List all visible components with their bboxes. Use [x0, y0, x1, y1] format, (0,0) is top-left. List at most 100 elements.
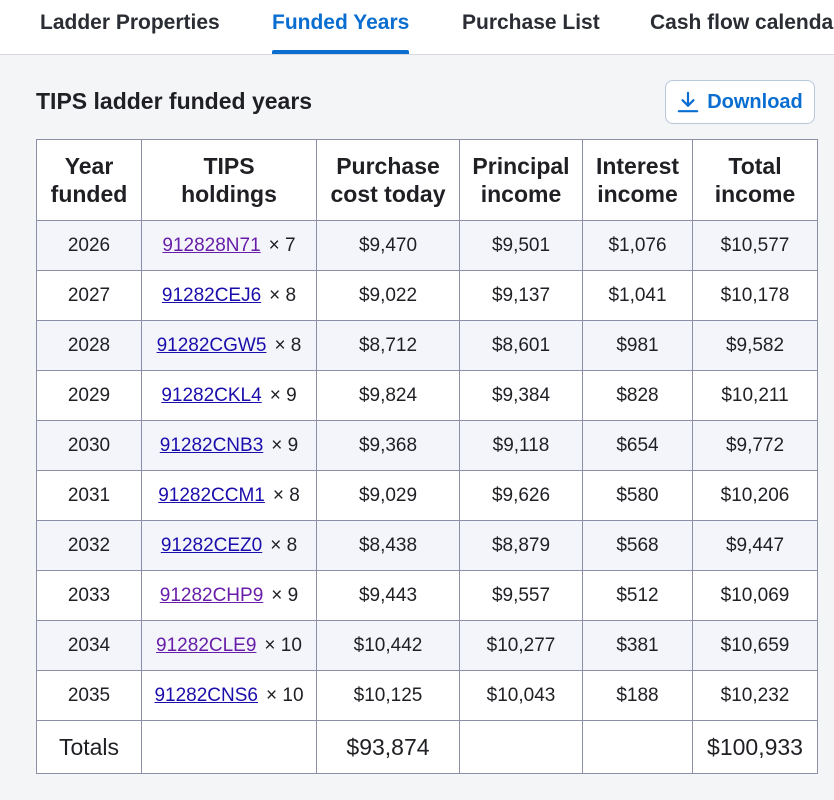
table-row: 2028 91282CGW5 × 8 $8,712 $8,601 $981 $9,… — [36, 320, 818, 371]
tab-bar: Ladder Properties Funded Years Purchase … — [0, 0, 834, 55]
quantity: × 8 — [269, 284, 297, 306]
year-cell: 2032 — [36, 520, 142, 571]
year-cell: 2027 — [36, 270, 142, 321]
interest-cell: $512 — [582, 570, 693, 621]
principal-cell: $8,879 — [459, 520, 583, 571]
tab-cash-flow-calendar[interactable]: Cash flow calendar — [650, 11, 834, 34]
holdings-cell: 91282CLE9 × 10 — [141, 620, 317, 671]
header-year-funded: Year funded — [36, 139, 142, 221]
totals-row: Totals $93,874 $100,933 — [36, 720, 818, 774]
cost-cell: $10,442 — [316, 620, 460, 671]
funded-years-table: Year funded TIPS holdings Purchase cost … — [36, 139, 818, 774]
section-title: TIPS ladder funded years — [36, 88, 313, 114]
interest-cell: $654 — [582, 420, 693, 471]
cusip-link[interactable]: 91282CHP9 — [159, 584, 264, 606]
cost-cell: $8,438 — [316, 520, 460, 571]
principal-cell: $10,277 — [459, 620, 583, 671]
quantity: × 9 — [271, 584, 299, 606]
holdings-cell: 91282CNB3 × 9 — [141, 420, 317, 471]
quantity: × 8 — [274, 334, 302, 356]
cost-cell: $8,712 — [316, 320, 460, 371]
total-cell: $10,206 — [692, 470, 818, 521]
quantity: × 8 — [270, 534, 298, 556]
cusip-link[interactable]: 91282CNS6 — [154, 684, 258, 706]
total-cell: $9,772 — [692, 420, 818, 471]
interest-cell: $568 — [582, 520, 693, 571]
holdings-cell: 91282CEZ0 × 8 — [141, 520, 317, 571]
cost-cell: $9,368 — [316, 420, 460, 471]
quantity: × 9 — [269, 384, 297, 406]
principal-cell: $9,501 — [459, 220, 583, 271]
header-purchase-cost: Purchase cost today — [316, 139, 460, 221]
tab-purchase-list[interactable]: Purchase List — [462, 11, 600, 34]
cost-cell: $9,470 — [316, 220, 460, 271]
cusip-link[interactable]: 91282CNB3 — [159, 434, 264, 456]
table-row: 2035 91282CNS6 × 10 $10,125 $10,043 $188 … — [36, 670, 818, 721]
cusip-link[interactable]: 91282CEJ6 — [161, 284, 262, 306]
quantity: × 9 — [271, 434, 299, 456]
cusip-link[interactable]: 91282CEZ0 — [160, 534, 263, 556]
download-icon — [677, 91, 699, 113]
holdings-cell: 91282CHP9 × 9 — [141, 570, 317, 621]
interest-cell: $1,076 — [582, 220, 693, 271]
cusip-link[interactable]: 91282CKL4 — [161, 384, 262, 406]
cusip-link[interactable]: 91282CGW5 — [156, 334, 267, 356]
table-header-row: Year funded TIPS holdings Purchase cost … — [36, 139, 818, 221]
year-cell: 2026 — [36, 220, 142, 271]
year-cell: 2031 — [36, 470, 142, 521]
table-row: 2034 91282CLE9 × 10 $10,442 $10,277 $381 … — [36, 620, 818, 671]
tab-ladder-properties[interactable]: Ladder Properties — [40, 11, 220, 34]
holdings-cell: 91282CEJ6 × 8 — [141, 270, 317, 321]
header-principal-income: Principal income — [459, 139, 583, 221]
totals-holdings-cell — [141, 720, 317, 774]
table-row: 2027 91282CEJ6 × 8 $9,022 $9,137 $1,041 $… — [36, 270, 818, 321]
holdings-cell: 91282CGW5 × 8 — [141, 320, 317, 371]
year-cell: 2029 — [36, 370, 142, 421]
cusip-link[interactable]: 91282CLE9 — [156, 634, 257, 656]
interest-cell: $1,041 — [582, 270, 693, 321]
totals-income: $100,933 — [692, 720, 818, 774]
year-cell: 2035 — [36, 670, 142, 721]
cusip-link[interactable]: 912828N71 — [162, 234, 261, 256]
tab-funded-years[interactable]: Funded Years — [272, 0, 410, 54]
total-cell: $9,582 — [692, 320, 818, 371]
quantity: × 10 — [264, 634, 302, 656]
table-row: 2026 912828N71 × 7 $9,470 $9,501 $1,076 $… — [36, 220, 818, 271]
download-button[interactable]: Download — [665, 80, 815, 124]
total-cell: $10,211 — [692, 370, 818, 421]
header-interest-income: Interest income — [582, 139, 693, 221]
totals-cost: $93,874 — [316, 720, 460, 774]
principal-cell: $9,626 — [459, 470, 583, 521]
quantity: × 10 — [266, 684, 304, 706]
cost-cell: $10,125 — [316, 670, 460, 721]
principal-cell: $10,043 — [459, 670, 583, 721]
total-cell: $10,577 — [692, 220, 818, 271]
header-tips-holdings: TIPS holdings — [141, 139, 317, 221]
principal-cell: $9,384 — [459, 370, 583, 421]
holdings-cell: 912828N71 × 7 — [141, 220, 317, 271]
total-cell: $10,069 — [692, 570, 818, 621]
cost-cell: $9,022 — [316, 270, 460, 321]
principal-cell: $9,557 — [459, 570, 583, 621]
totals-label: Totals — [36, 720, 142, 774]
interest-cell: $981 — [582, 320, 693, 371]
table-row: 2030 91282CNB3 × 9 $9,368 $9,118 $654 $9,… — [36, 420, 818, 471]
total-cell: $10,659 — [692, 620, 818, 671]
total-cell: $10,178 — [692, 270, 818, 321]
cusip-link[interactable]: 91282CCM1 — [158, 484, 265, 506]
table-row: 2029 91282CKL4 × 9 $9,824 $9,384 $828 $10… — [36, 370, 818, 421]
interest-cell: $381 — [582, 620, 693, 671]
cost-cell: $9,824 — [316, 370, 460, 421]
totals-interest-cell — [582, 720, 693, 774]
quantity: × 7 — [268, 234, 296, 256]
interest-cell: $828 — [582, 370, 693, 421]
total-cell: $9,447 — [692, 520, 818, 571]
interest-cell: $580 — [582, 470, 693, 521]
holdings-cell: 91282CKL4 × 9 — [141, 370, 317, 421]
totals-principal-cell — [459, 720, 583, 774]
year-cell: 2034 — [36, 620, 142, 671]
principal-cell: $8,601 — [459, 320, 583, 371]
principal-cell: $9,118 — [459, 420, 583, 471]
holdings-cell: 91282CNS6 × 10 — [141, 670, 317, 721]
table-row: 2031 91282CCM1 × 8 $9,029 $9,626 $580 $10… — [36, 470, 818, 521]
